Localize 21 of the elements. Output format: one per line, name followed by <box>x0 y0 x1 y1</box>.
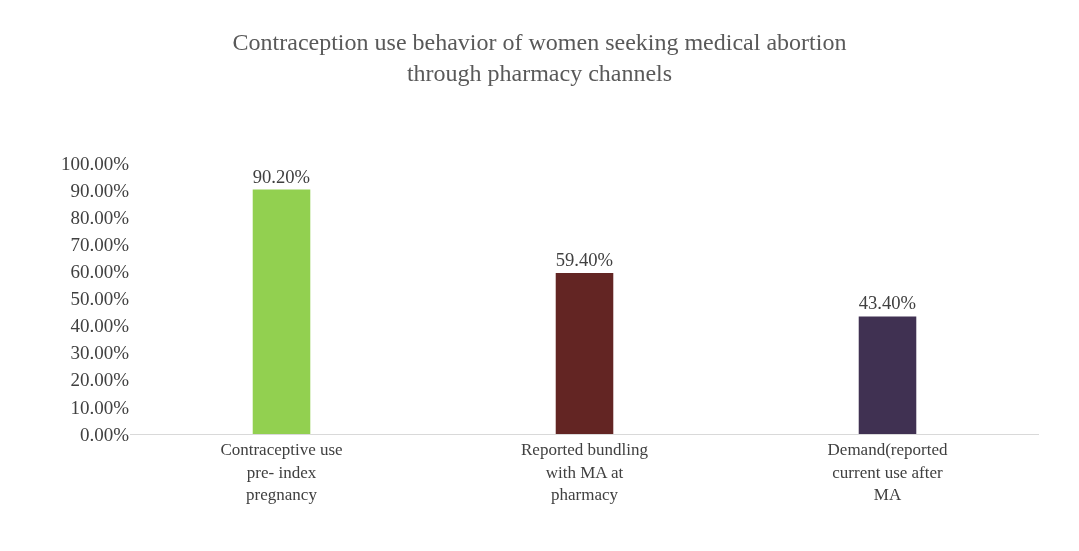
bar <box>858 316 917 434</box>
y-tick-label: 20.00% <box>70 369 130 391</box>
bar <box>252 189 311 434</box>
y-tick-label: 100.00% <box>60 152 130 174</box>
y-tick-label: 90.00% <box>70 179 130 201</box>
x-tick-label: Contraceptive use pre- index pregnancy <box>220 440 343 504</box>
y-tick-label: 70.00% <box>70 233 130 255</box>
data-label: 59.40% <box>555 249 614 271</box>
x-tick-label: Demand(reported current use after MA <box>827 440 948 504</box>
chart-title: Contraception use behavior of women seeking medical abortion through pharmacy channels <box>232 28 847 86</box>
x-tick-label: Reported bundling with MA at pharmacy <box>520 440 649 504</box>
y-tick-label: 40.00% <box>70 315 130 337</box>
bar <box>555 273 614 434</box>
y-tick-label: 0.00% <box>79 423 130 445</box>
y-tick-label: 80.00% <box>70 206 130 228</box>
data-label: 43.40% <box>858 292 917 314</box>
y-tick-label: 50.00% <box>70 288 130 310</box>
y-tick-label: 30.00% <box>70 342 130 364</box>
data-label: 90.20% <box>252 165 311 187</box>
y-tick-label: 10.00% <box>70 396 130 418</box>
y-tick-label: 60.00% <box>70 261 130 283</box>
